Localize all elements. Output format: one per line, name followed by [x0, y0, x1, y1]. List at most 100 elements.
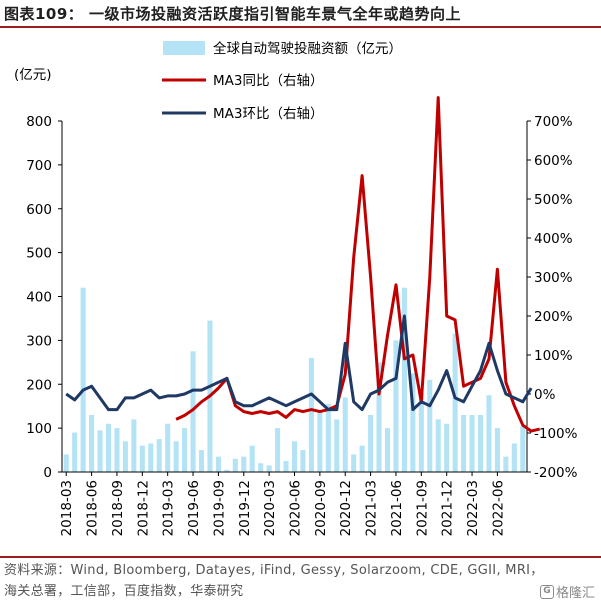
bar: [224, 469, 230, 472]
watermark: G 格隆汇: [539, 582, 595, 601]
legend-swatch-bar: [163, 41, 205, 55]
right-tick-label: 100%: [534, 348, 573, 364]
axes: 0 100 200 300 400 500 600 700 800 (亿元) -200% -100% 0…: [14, 67, 578, 536]
right-tick-label: 700%: [534, 114, 573, 130]
legend-label: 全球自动驾驶投融资额（亿元）: [213, 40, 402, 57]
bar: [393, 340, 399, 472]
series-line-yoy: [175, 96, 541, 433]
bar: [384, 428, 391, 472]
x-tick-label: 2022-03: [465, 480, 481, 536]
right-tick-label: 300%: [534, 270, 573, 286]
bar: [89, 414, 95, 472]
bar: [258, 463, 264, 472]
right-tick-label: 500%: [534, 192, 573, 208]
bar: [198, 450, 205, 472]
right-tick-label: -200%: [534, 465, 578, 481]
x-tick-label: 2019-06: [186, 480, 202, 536]
left-tick-label: 500: [26, 246, 52, 262]
bar: [131, 419, 137, 472]
bar: [266, 465, 272, 472]
line-series: [65, 96, 541, 433]
bar: [477, 414, 484, 472]
bar: [232, 458, 238, 472]
x-tick-label: 2018-09: [110, 480, 126, 536]
bar: [503, 456, 509, 472]
bar: [139, 445, 145, 472]
x-tick-label: 2021-06: [389, 480, 405, 536]
bar: [418, 393, 424, 472]
x-tick-label: 2022-06: [490, 480, 506, 536]
bar: [173, 441, 179, 472]
x-tick-label: 2019-12: [237, 480, 253, 536]
source-note: 资料来源：Wind, Bloomberg, Datayes, iFind, Ge…: [4, 563, 544, 599]
legend: 全球自动驾驶投融资额（亿元） MA3同比（右轴） MA3环比（右轴）: [162, 40, 402, 122]
right-tick-label: 200%: [534, 309, 573, 325]
bar: [452, 333, 458, 472]
x-tick-label: 2021-03: [364, 480, 380, 536]
bar: [283, 461, 289, 472]
bar: [334, 419, 340, 472]
bar: [275, 428, 281, 472]
bar: [376, 362, 382, 472]
left-tick-label: 700: [26, 158, 52, 174]
bar: [97, 430, 103, 472]
watermark-label: 格隆汇: [555, 586, 595, 601]
bar: [241, 456, 247, 472]
bar: [317, 412, 323, 472]
chart-svg: 0 100 200 300 400 500 600 700 800 (亿元) -200% -100% 0…: [14, 40, 578, 536]
bar: [368, 414, 374, 472]
bar: [469, 414, 475, 472]
bar: [72, 432, 78, 472]
bar: [435, 419, 441, 472]
bar: [494, 428, 500, 472]
left-tick-label: 400: [26, 290, 52, 306]
bar: [511, 443, 517, 472]
x-tick-label: 2020-06: [288, 480, 304, 536]
gelonghui-logo-icon: G: [539, 584, 554, 599]
bar: [114, 428, 120, 472]
bar: [249, 445, 255, 472]
bar: [122, 441, 128, 472]
bar-series: [63, 287, 526, 472]
bar: [461, 414, 467, 472]
bar: [215, 456, 221, 472]
bar: [486, 395, 492, 472]
footer-rule: [0, 556, 601, 558]
left-tick-label: 600: [26, 202, 52, 218]
x-tick-label: 2021-09: [414, 480, 430, 536]
bar: [80, 287, 86, 472]
bar: [520, 425, 526, 472]
x-tick-label: 2020-12: [338, 480, 354, 536]
x-tick-label: 2021-12: [440, 480, 456, 536]
bar: [300, 450, 306, 472]
bar: [148, 443, 154, 472]
x-tick-label: 2020-09: [313, 480, 329, 536]
x-tick-label: 2019-03: [161, 480, 177, 536]
bar: [427, 379, 433, 472]
left-tick-label: 0: [43, 465, 52, 481]
legend-label: MA3环比（右轴）: [213, 106, 323, 122]
x-tick-label: 2018-12: [135, 480, 151, 536]
legend-label: MA3同比（右轴）: [213, 73, 323, 89]
bar: [63, 454, 69, 472]
left-axis-unit: (亿元): [14, 67, 52, 83]
right-tick-label: 400%: [534, 231, 573, 247]
right-tick-label: -100%: [534, 426, 578, 442]
x-tick-label: 2018-06: [85, 480, 101, 536]
left-tick-label: 300: [26, 333, 52, 349]
bar: [165, 423, 171, 472]
right-tick-label: 0%: [534, 387, 556, 403]
bar: [359, 445, 365, 472]
bar: [291, 441, 298, 472]
right-tick-label: 600%: [534, 153, 573, 169]
bar: [190, 351, 196, 472]
x-tick-label: 2019-09: [211, 480, 227, 536]
bar: [105, 423, 112, 472]
x-tick-label: 2020-03: [262, 480, 278, 536]
bar: [401, 287, 407, 472]
left-tick-label: 100: [26, 421, 52, 437]
bar: [342, 397, 348, 472]
series-line-mom: [65, 314, 533, 412]
bar: [351, 454, 357, 472]
